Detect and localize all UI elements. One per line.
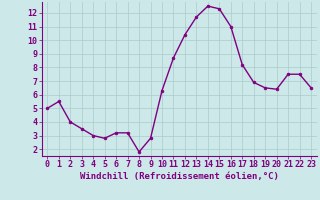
X-axis label: Windchill (Refroidissement éolien,°C): Windchill (Refroidissement éolien,°C) <box>80 172 279 181</box>
